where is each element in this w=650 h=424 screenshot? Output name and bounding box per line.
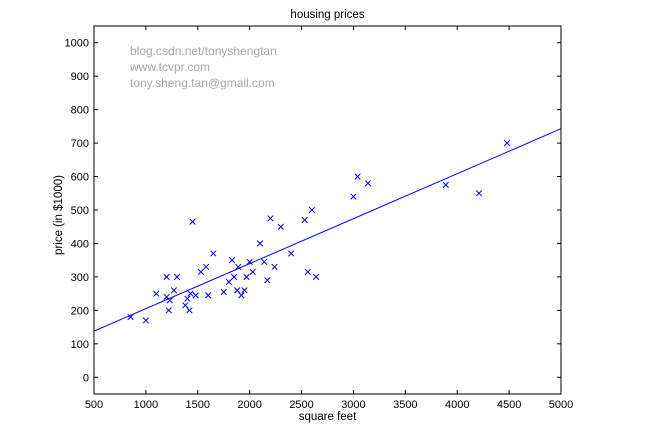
data-point [271,263,278,271]
x-tick-label: 4500 [497,399,521,411]
x-tick-label: 1500 [186,399,210,411]
data-point [304,268,311,276]
data-point [301,216,308,224]
data-point [246,258,253,266]
fit-line [93,128,562,332]
regression-line [93,128,562,332]
y-axis-label: price (in $1000) [53,175,65,255]
watermark: blog.csdn.net/tonyshengtan www.tcvpr.com t… [129,44,277,90]
data-point [165,307,172,314]
data-point [267,215,274,222]
data-point [163,273,170,281]
data-point [350,193,357,200]
watermark-line: tony.sheng.tan@gmail.com [130,76,275,90]
x-tick-label: 3000 [341,399,365,411]
y-tick-label: 400 [71,238,89,250]
data-point [308,206,316,214]
data-point [153,290,160,297]
x-tick-label: 1000 [134,399,158,411]
data-point [475,190,483,197]
x-tick-label: 500 [85,399,103,411]
x-tick-label: 5000 [549,399,573,411]
data-point [241,287,248,294]
chart-title: housing prices [290,9,364,21]
data-point [187,290,194,297]
data-point [127,313,134,321]
data-point [277,223,284,230]
data-point [186,307,193,314]
y-tick-label: 300 [71,272,89,284]
data-point [225,278,233,286]
data-point [210,250,217,257]
data-point [202,263,210,271]
y-tick-label: 500 [71,205,89,217]
data-point [442,181,449,189]
data-point [238,292,245,299]
data-point [189,218,196,225]
y-tick-label: 700 [71,138,89,150]
y-tick-label: 1000 [65,38,89,50]
data-point [220,288,227,296]
y-tick-label: 0 [83,372,89,384]
data-point [228,257,236,264]
data-point [264,277,271,284]
x-tick-label: 2000 [237,399,261,411]
data-point [166,297,173,304]
data-point [234,287,241,294]
y-tick-label: 600 [71,172,89,184]
watermark-line: blog.csdn.net/tonyshengtan [130,44,277,58]
watermark-line: www.tcvpr.com [129,60,210,74]
data-point [197,268,205,276]
data-point [256,240,264,247]
data-point [235,263,242,271]
x-tick-label: 3500 [393,399,417,411]
data-point [261,258,268,266]
data-point [205,292,212,299]
y-tick-label: 900 [71,71,89,83]
data-point [354,173,361,180]
data-point [230,273,238,281]
data-point [364,180,372,187]
data-point [142,317,150,324]
data-points [127,139,511,324]
data-point [288,250,295,257]
axis-ticks: 500 1000 1500 2000 2500 3000 3500 4000 4500 5000 0… [65,26,573,411]
data-point [170,287,178,294]
data-point [192,292,199,299]
y-tick-label: 100 [71,339,89,351]
data-point [312,273,320,281]
x-tick-label: 2500 [289,399,313,411]
data-point [184,295,191,302]
data-point [249,268,256,276]
data-point [243,273,250,281]
y-tick-label: 800 [71,105,89,117]
x-tick-label: 4000 [445,399,469,411]
data-point [173,273,181,281]
data-point [182,302,189,309]
data-point [503,139,511,147]
x-axis-label: square feet [299,411,357,423]
y-tick-label: 200 [71,305,89,317]
